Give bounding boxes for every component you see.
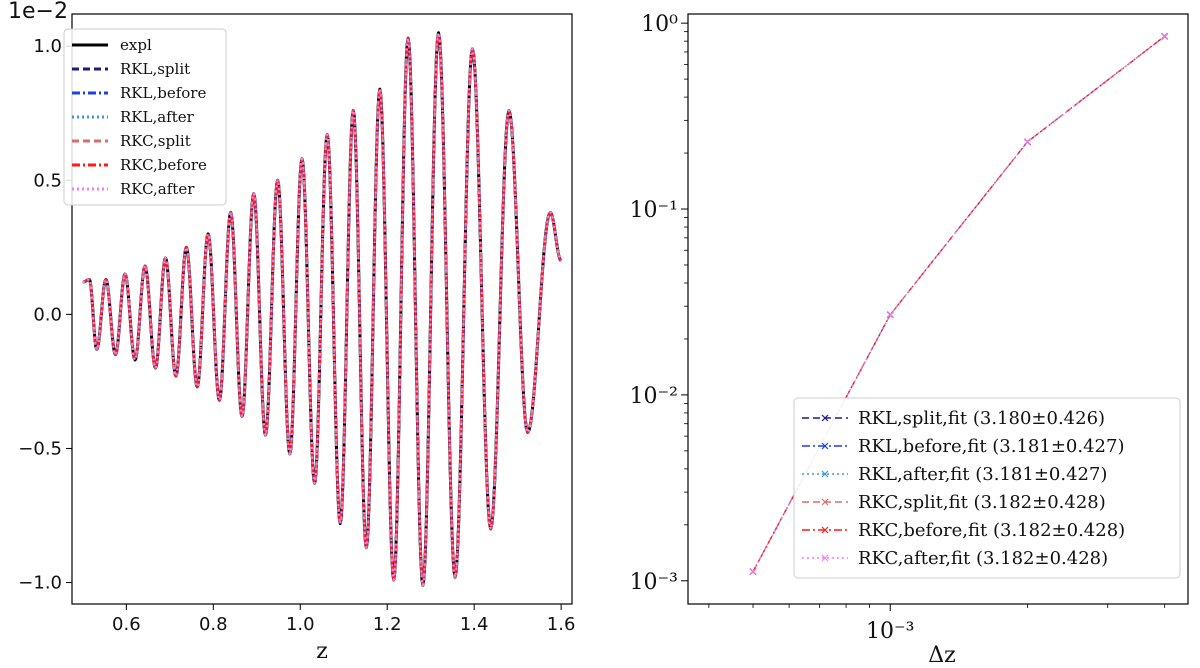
right-series-marker <box>1024 138 1031 146</box>
left-y-tick-label: −1.0 <box>18 573 62 594</box>
left-legend-entry: RKL,split <box>120 60 190 78</box>
left-y-tick-label: 0.0 <box>33 304 62 325</box>
right-legend: RKL,split,fit (3.180±0.426) RKL,before,fi… <box>793 397 1181 579</box>
left-legend-entry: RKL,before <box>120 84 206 102</box>
right-legend-swatch <box>802 442 848 450</box>
left-legend-entry: RKC,after <box>120 180 195 198</box>
left-y-tick-label: 0.5 <box>33 170 62 191</box>
left-legend-entry: expl <box>120 36 152 54</box>
right-y-tick-label: 10⁰ <box>641 12 678 37</box>
left-x-tick-label: 1.0 <box>286 614 315 635</box>
right-x-ticks: 10⁻³ <box>708 604 1166 644</box>
right-legend-box <box>793 397 1181 579</box>
left-x-tick-label: 1.4 <box>460 614 489 635</box>
left-series-line-5 <box>82 31 562 587</box>
right-legend-entry: RKL,after,fit (3.181±0.427) <box>858 464 1107 485</box>
right-legend-swatch <box>802 470 848 478</box>
right-x-axis-label: Δz <box>928 643 955 668</box>
left-chart: 0.6 0.8 1.0 1.2 1.4 1.6 1.0 0.5 0.0 −0.5 −1.0 1e−… <box>8 0 575 664</box>
left-x-tick-label: 1.6 <box>547 614 576 635</box>
right-legend-swatch <box>802 414 848 422</box>
right-y-tick-label: 10⁻³ <box>630 570 678 595</box>
left-legend-entry: RKC,split <box>120 132 191 150</box>
left-series-line-7 <box>82 31 562 587</box>
right-chart: 10⁻³ 10⁻³ 10⁻² 10⁻¹ 10⁰ Δz RKL,split,fit (3… <box>630 12 1189 668</box>
left-x-ticks: 0.6 0.8 1.0 1.2 1.4 1.6 <box>112 604 575 635</box>
right-legend-swatch <box>802 554 848 562</box>
right-legend-entry: RKC,before,fit (3.182±0.428) <box>858 520 1125 541</box>
left-x-tick-label: 0.8 <box>199 614 228 635</box>
left-legend-entry: RKL,after <box>120 108 195 126</box>
right-legend-entry: RKL,before,fit (3.181±0.427) <box>858 436 1124 457</box>
right-legend-entry: RKL,split,fit (3.180±0.426) <box>858 408 1105 429</box>
right-y-ticks: 10⁻³ 10⁻² 10⁻¹ 10⁰ <box>630 12 688 595</box>
left-axes-frame <box>71 13 573 605</box>
left-y-ticks: 1.0 0.5 0.0 −0.5 −1.0 <box>18 36 72 594</box>
left-legend: expl RKL,split RKL,before RKL,after RKC,spli… <box>63 28 227 206</box>
right-axes-frame <box>687 13 1189 605</box>
right-legend-swatch <box>802 498 848 506</box>
right-legend-entry: RKC,split,fit (3.182±0.428) <box>858 492 1106 513</box>
right-series-marker <box>749 568 757 576</box>
right-legend-entry: RKC,after,fit (3.182±0.428) <box>858 548 1108 569</box>
left-legend-box <box>63 28 227 206</box>
left-offset-label: 1e−2 <box>8 0 68 24</box>
right-series-marker <box>1161 32 1169 40</box>
left-y-tick-label: −0.5 <box>18 438 62 459</box>
right-series-marker <box>886 311 894 319</box>
right-x-tick-label: 10⁻³ <box>866 619 914 644</box>
right-y-tick-label: 10⁻¹ <box>630 198 678 223</box>
left-y-tick-label: 1.0 <box>33 36 62 57</box>
left-x-tick-label: 1.2 <box>373 614 402 635</box>
left-x-tick-label: 0.6 <box>112 614 141 635</box>
left-x-axis-label: z <box>316 639 328 664</box>
left-series-group <box>81 31 563 587</box>
right-y-tick-label: 10⁻² <box>630 384 678 409</box>
right-legend-swatch <box>802 526 848 534</box>
left-legend-entry: RKC,before <box>120 156 207 174</box>
